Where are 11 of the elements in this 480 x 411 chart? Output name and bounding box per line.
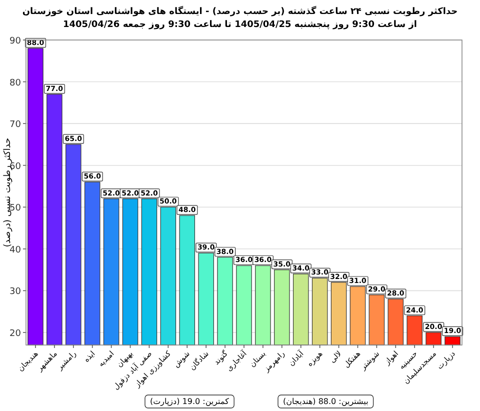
- y-tick-label: 80: [10, 78, 22, 88]
- text: کمترین: 19.0 (دزپارت): [150, 397, 230, 406]
- chart-title: حداکثر رطوبت نسبی ۲۴ ساعت گذشته (بر حسب درصد) - ایستگاه های هواشناسی استان خوزستان: [22, 5, 458, 17]
- y-tick-label: 30: [10, 287, 22, 298]
- y-tick-label: 20: [10, 328, 22, 339]
- text: بیشترین: 88.0 (هندیجان): [283, 397, 368, 406]
- y-tick-label: 90: [10, 36, 22, 46]
- y-tick-label: 40: [10, 245, 22, 256]
- chart-subtitle: از ساعت 9:30 روز پنجشنبه 1405/04/25 تا ساعت 9:30 روز جمعه 1405/04/26: [63, 20, 417, 30]
- y-tick-label: 60: [10, 162, 22, 172]
- y-tick-label: 70: [10, 120, 22, 130]
